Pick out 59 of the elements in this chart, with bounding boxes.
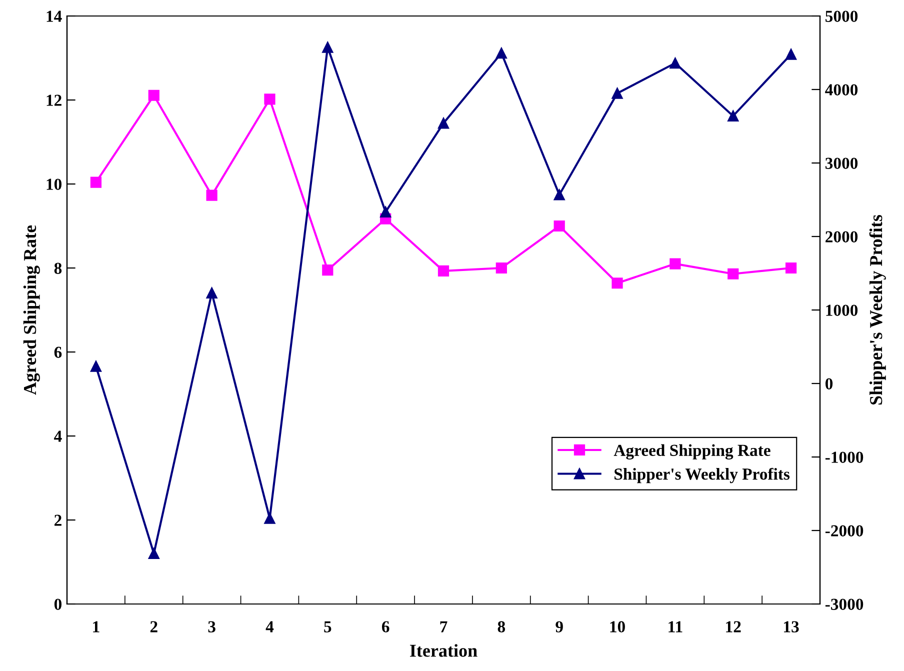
x-tick-label: 11 [668, 621, 682, 632]
x-tick-label: 3 [208, 621, 216, 632]
x-tick-label: 1 [93, 621, 100, 632]
y-tick-label: 12 [46, 94, 62, 106]
point [496, 262, 507, 274]
legend-label: Shipper's Weekly Profits [614, 468, 790, 484]
point [728, 268, 739, 280]
point [728, 110, 739, 122]
point [206, 190, 218, 201]
point [785, 262, 797, 274]
y-tick-label: 14 [46, 10, 62, 22]
x-tick-label: 2 [150, 621, 158, 632]
x-tick-label: 7 [440, 621, 448, 632]
point [438, 118, 450, 129]
point [90, 176, 102, 188]
y2-tick-label: 0 [825, 378, 833, 390]
x-tick-label: 8 [498, 621, 506, 632]
y2-tick-label: 1000 [826, 304, 858, 316]
y2-tick-label: 4000 [825, 84, 858, 96]
point [612, 278, 623, 289]
y-tick-label: 2 [54, 514, 62, 526]
point [148, 90, 160, 101]
y-tick-label: 0 [54, 598, 62, 610]
y2-tick-label: 5000 [826, 10, 858, 22]
y-tick-label: 4 [54, 430, 62, 442]
y-tick-label: 8 [54, 262, 62, 274]
y-axis-title: Agreed Shipping Rate [23, 225, 40, 395]
point [496, 48, 507, 59]
x-tick-label: 9 [556, 621, 563, 632]
legend-label: Agreed Shipping Rate [614, 444, 770, 460]
point [670, 58, 681, 69]
x-tick-label: 12 [726, 621, 741, 632]
y2-tick-label: -1000 [825, 452, 864, 463]
x-tick-label: 10 [610, 621, 625, 632]
point [206, 287, 218, 299]
x-axis-title: Iteration [410, 644, 478, 657]
y-tick-label: 10 [46, 178, 62, 190]
y2-tick-label: 2000 [826, 231, 858, 242]
y2-tick-label: 3000 [825, 158, 858, 169]
point [554, 220, 565, 232]
x-tick-label: 13 [784, 621, 799, 632]
point [90, 360, 102, 372]
point [380, 206, 392, 218]
x-tick-label: 4 [266, 621, 274, 632]
x-tick-label: 5 [324, 621, 332, 632]
point [148, 548, 160, 560]
x-tick-label: 6 [382, 621, 390, 632]
point [264, 94, 276, 105]
point [785, 48, 797, 60]
point [670, 258, 681, 270]
point [612, 88, 623, 99]
y2-tick-label: -2000 [825, 525, 864, 536]
y-tick-label: 6 [54, 346, 62, 358]
y2-tick-label: -3000 [825, 598, 864, 610]
point [322, 42, 334, 53]
point [322, 264, 334, 276]
point [438, 265, 450, 276]
y2-axis-title: Shipper's Weekly Profits [869, 214, 886, 405]
point [554, 189, 565, 200]
